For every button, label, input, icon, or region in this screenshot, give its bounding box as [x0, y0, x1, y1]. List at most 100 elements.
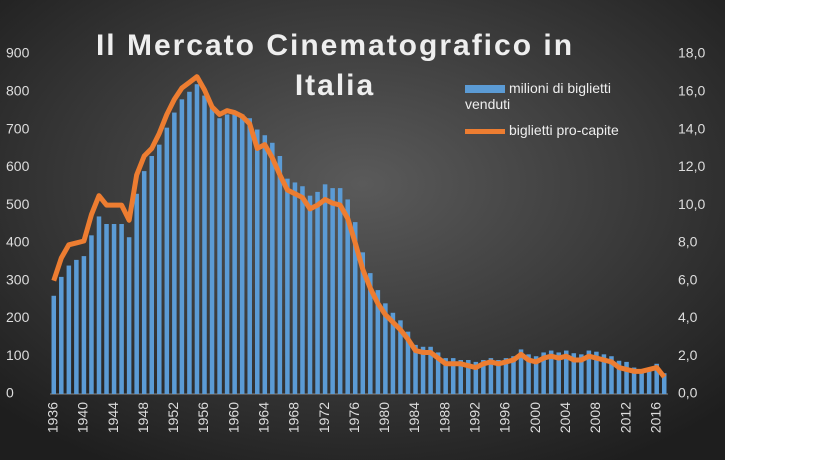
x-tick-label: 1992 [467, 402, 483, 433]
bar [277, 156, 283, 394]
bar [352, 222, 358, 394]
x-tick-label: 1972 [316, 402, 332, 433]
line [51, 74, 667, 379]
bar [202, 95, 207, 395]
bar [631, 367, 637, 394]
bar [157, 144, 162, 394]
bar [254, 129, 260, 395]
bar [579, 354, 584, 394]
bar [390, 312, 396, 394]
x-tick-label: 1996 [497, 402, 513, 433]
bar [563, 350, 569, 394]
bar [458, 360, 464, 394]
bar [262, 135, 268, 394]
x-tick-label: 2000 [527, 402, 543, 433]
bar [141, 171, 147, 394]
bar [368, 273, 373, 394]
bar [646, 367, 652, 394]
bar [164, 127, 170, 395]
y2-tick-label: 4,0 [678, 309, 698, 325]
bar [330, 188, 335, 394]
bar [496, 360, 501, 394]
bar [413, 344, 418, 394]
bar [639, 369, 644, 394]
y-tick-label: 200 [6, 309, 30, 325]
y2-tick-label: 18,0 [678, 45, 705, 61]
bar [209, 106, 215, 394]
bar [503, 358, 509, 394]
bar [217, 118, 222, 394]
bar [548, 350, 554, 394]
y2-tick-label: 2,0 [678, 347, 698, 363]
bar [398, 320, 403, 394]
bar [601, 354, 607, 394]
bar [59, 276, 64, 394]
x-tick-label: 1948 [135, 402, 151, 433]
x-tick-label: 2016 [647, 402, 663, 433]
legend-item: biglietti pro-capite [465, 122, 665, 138]
bar [661, 373, 667, 394]
bar [481, 360, 486, 394]
bar [435, 352, 441, 394]
bar [66, 265, 72, 394]
x-tick-label: 1944 [105, 402, 121, 433]
bar [149, 156, 155, 394]
y2-tick-label: 12,0 [678, 158, 705, 174]
bar [89, 235, 94, 394]
y-tick-label: 600 [6, 158, 30, 174]
bar [526, 354, 531, 394]
bar [239, 114, 245, 394]
x-tick-label: 1976 [346, 402, 362, 433]
bar [571, 353, 577, 394]
bar [247, 118, 252, 394]
bar [307, 195, 313, 394]
bar [51, 295, 57, 394]
bar [345, 199, 350, 394]
bar [556, 352, 561, 394]
bar [224, 114, 230, 394]
y2-tick-label: 14,0 [678, 120, 705, 136]
bar [616, 360, 622, 394]
bar [383, 303, 388, 394]
bar [134, 193, 139, 394]
y2-tick-label: 8,0 [678, 234, 698, 250]
x-tick-label: 1940 [75, 402, 91, 433]
bar [292, 182, 298, 394]
y2-tick-label: 6,0 [678, 271, 698, 287]
bar [315, 191, 320, 394]
bar [119, 224, 124, 394]
bar [541, 352, 546, 394]
bar [443, 358, 448, 394]
bar [360, 252, 366, 394]
bar [126, 237, 132, 394]
bar [96, 216, 102, 394]
bar [74, 259, 79, 394]
y-tick-label: 900 [6, 45, 30, 61]
bar [232, 112, 237, 395]
bar [511, 356, 516, 394]
bar [654, 363, 659, 394]
x-tick-label: 2008 [587, 402, 603, 433]
bar [111, 224, 117, 394]
bar [194, 84, 200, 394]
x-tick-label: 1960 [225, 402, 241, 433]
bar [624, 361, 629, 394]
bar [172, 112, 177, 395]
bar [285, 178, 290, 394]
bar [187, 91, 192, 395]
y2-tick-label: 16,0 [678, 82, 705, 98]
legend-swatch [465, 85, 505, 94]
x-tick-label: 1980 [376, 402, 392, 433]
bar [322, 184, 328, 394]
legend-label: milioni di biglietti venduti [465, 80, 611, 112]
y2-tick-label: 10,0 [678, 196, 705, 212]
y-tick-label: 0 [6, 385, 14, 401]
bar [586, 350, 592, 394]
bar [428, 346, 433, 394]
chart-title: Il Mercato Cinematografico in Italia [95, 29, 575, 102]
bar [609, 356, 614, 394]
legend-swatch [465, 128, 505, 134]
bar [179, 99, 185, 394]
